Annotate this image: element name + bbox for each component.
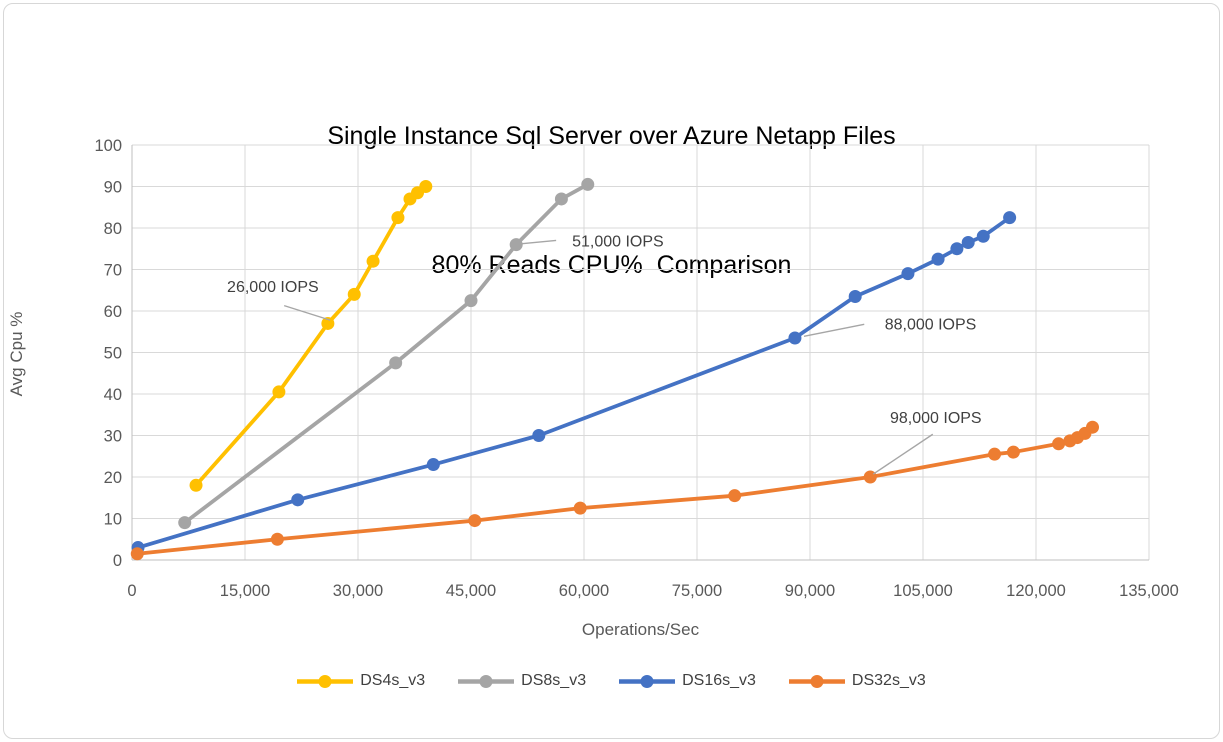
annotation-label: 26,000 IOPS [227, 279, 319, 296]
data-point-marker [189, 478, 203, 492]
data-point-marker [901, 267, 915, 281]
annotation-label: 51,000 IOPS [572, 233, 664, 250]
legend-marker-line-dot-icon [297, 674, 354, 688]
x-tick-label: 60,000 [559, 582, 609, 600]
data-point-marker [464, 294, 478, 308]
x-tick-label: 0 [127, 582, 136, 600]
data-point-marker [1006, 445, 1020, 459]
annotation-leader-line [872, 433, 934, 475]
data-point-marker [130, 547, 144, 561]
legend-marker-line-dot-icon [788, 674, 845, 688]
x-tick-label: 120,000 [1006, 582, 1066, 600]
x-tick-label: 90,000 [785, 582, 835, 600]
y-tick-label: 30 [104, 428, 122, 446]
legend-marker-line-dot-icon [619, 674, 676, 688]
gridlines [132, 144, 1150, 560]
series-line [194, 184, 428, 488]
legend-item-ds16s-v3: DS16s_v3 [619, 672, 756, 690]
data-point-marker [270, 532, 284, 546]
data-point-marker [532, 429, 546, 442]
data-point-marker [554, 192, 568, 206]
y-tick-label: 90 [104, 179, 122, 197]
annotation-label: 88,000 IOPS [885, 316, 977, 333]
data-point-marker [389, 356, 403, 370]
y-tick-label: 50 [104, 345, 122, 363]
y-tick-label: 60 [104, 303, 122, 321]
annotation: 98,000 IOPS [872, 410, 982, 475]
annotation-leader-line [283, 304, 331, 321]
annotation-leader-line [803, 323, 865, 338]
data-point-marker [976, 229, 990, 243]
data-point-marker [347, 287, 361, 301]
legend-item-ds8s-v3: DS8s_v3 [458, 672, 586, 690]
data-point-marker [931, 252, 945, 266]
data-point-marker [1086, 420, 1099, 434]
annotation: 88,000 IOPS [803, 316, 977, 338]
y-tick-label: 20 [104, 469, 122, 487]
data-point-marker [1052, 437, 1066, 451]
annotation: 51,000 IOPS [520, 233, 664, 250]
annotation-leader-line [520, 239, 557, 245]
data-point-marker [961, 236, 975, 250]
y-tick-label: 70 [104, 262, 122, 280]
legend-label: DS32s_v3 [851, 672, 926, 689]
data-point-marker [788, 331, 802, 345]
x-tick-label: 30,000 [333, 582, 383, 600]
data-point-marker [178, 516, 192, 530]
series-line [136, 215, 1012, 550]
data-point-marker [321, 316, 335, 330]
data-point-marker [573, 501, 587, 515]
y-axis-title: Avg Cpu % [7, 311, 26, 397]
legend-item-ds32s-v3: DS32s_v3 [788, 672, 926, 690]
y-tick-label: 10 [104, 511, 122, 529]
legend-marker-line-dot-icon [458, 674, 515, 688]
series-DS32s_v3 [130, 420, 1099, 561]
series-DS16s_v3 [131, 211, 1017, 555]
data-point-marker [419, 180, 433, 193]
annotation-label: 98,000 IOPS [890, 410, 982, 427]
y-tick-label: 100 [94, 137, 122, 155]
data-point-marker [366, 254, 380, 268]
series-DS4s_v3 [189, 180, 433, 492]
x-axis-title: Operations/Sec [581, 620, 700, 639]
data-point-marker [509, 238, 523, 252]
data-point-marker [728, 489, 742, 503]
x-tick-label: 135,000 [1119, 582, 1179, 600]
data-point-marker [426, 458, 440, 472]
tick-labels: 0 10 20 30 40 50 60 70 80 90 100 0 15,000 30,000 45,00… [94, 137, 1178, 600]
legend-label: DS8s_v3 [521, 672, 587, 689]
data-point-marker [468, 514, 482, 528]
data-point-marker [391, 211, 405, 225]
data-point-marker [988, 447, 1002, 461]
data-point-marker [272, 385, 286, 399]
x-tick-label: 75,000 [672, 582, 722, 600]
data-point-marker [291, 493, 305, 507]
data-point-marker [1003, 211, 1017, 225]
x-tick-label: 45,000 [446, 582, 496, 600]
legend-item-ds4s-v3: DS4s_v3 [297, 672, 425, 690]
legend-label: DS4s_v3 [360, 672, 426, 689]
x-tick-label: 15,000 [220, 582, 270, 600]
y-tick-label: 80 [104, 220, 122, 238]
chart-legend: DS4s_v3 DS8s_v3 DS16s_v3 DS32s_v3 [0, 672, 1223, 690]
legend-label: DS16s_v3 [682, 672, 756, 689]
data-point-marker [950, 242, 964, 256]
x-tick-label: 105,000 [893, 582, 953, 600]
data-point-marker [581, 177, 595, 191]
y-tick-label: 0 [113, 552, 122, 570]
y-tick-label: 40 [104, 386, 122, 404]
data-point-marker [848, 289, 862, 303]
annotation: 26,000 IOPS [227, 279, 331, 321]
series-DS8s_v3 [178, 177, 595, 530]
